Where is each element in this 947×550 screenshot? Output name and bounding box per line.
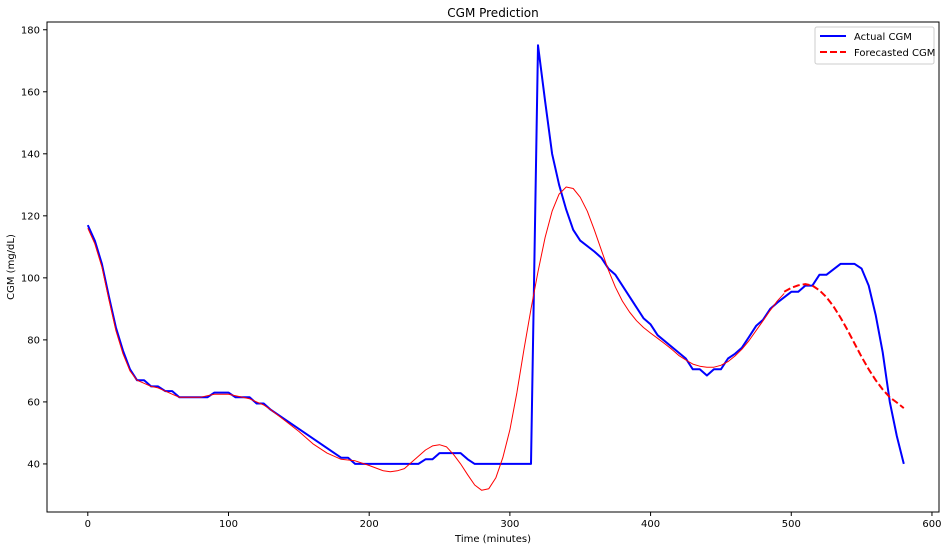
x-tick-label: 200	[360, 519, 379, 530]
y-tick-label: 120	[21, 211, 40, 222]
y-axis-label: CGM (mg/dL)	[6, 234, 17, 300]
x-tick-label: 500	[782, 519, 801, 530]
x-tick-label: 400	[641, 519, 660, 530]
legend: Actual CGM Forecasted CGM	[814, 26, 935, 65]
x-tick-label: 0	[85, 519, 91, 530]
y-tick-label: 80	[27, 335, 40, 346]
chart-title: CGM Prediction	[447, 6, 538, 20]
plot-frame	[46, 21, 940, 513]
x-tick-label: 300	[500, 519, 519, 530]
x-tick-label: 100	[219, 519, 238, 530]
x-axis-ticks: 0 100 200 300 400 500 600	[85, 512, 942, 530]
y-tick-label: 180	[21, 25, 40, 36]
legend-label-forecasted-cgm: Forecasted CGM	[854, 48, 935, 59]
y-tick-label: 60	[27, 397, 40, 408]
x-axis-label: Time (minutes)	[454, 534, 531, 545]
y-axis-ticks: 40 60 80 100 120 140 160 180	[21, 25, 47, 470]
y-tick-label: 40	[27, 459, 40, 470]
series-line-2	[783, 283, 905, 409]
y-tick-label: 140	[21, 149, 40, 160]
x-tick-label: 600	[922, 519, 941, 530]
legend-label-actual-cgm: Actual CGM	[854, 32, 912, 43]
series-line-1	[87, 186, 785, 491]
y-tick-label: 100	[21, 273, 40, 284]
y-tick-label: 160	[21, 87, 40, 98]
plot-lines	[86, 44, 905, 491]
